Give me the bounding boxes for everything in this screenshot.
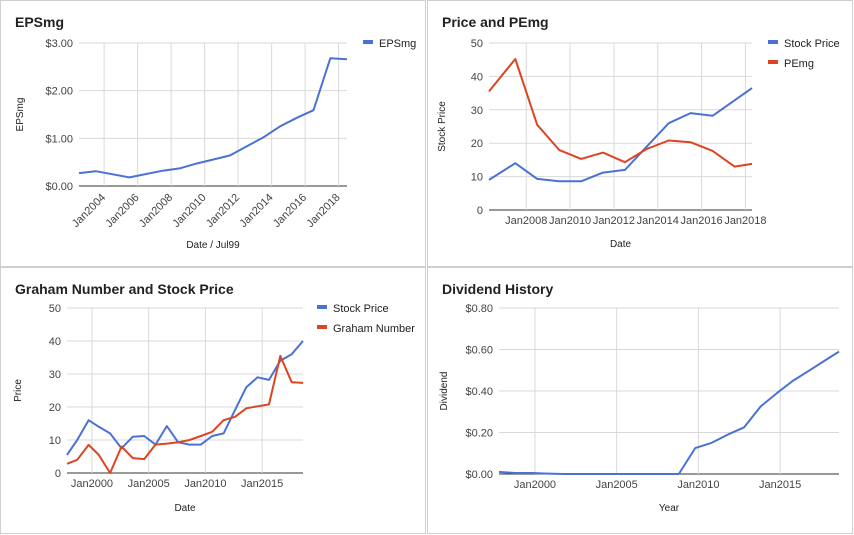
y-tick-label: 30 [49, 369, 61, 381]
y-tick-label: 10 [471, 172, 483, 184]
x-tick-label: Jan2014 [637, 215, 679, 227]
x-tick-label: Jan2000 [514, 479, 556, 491]
y-tick-label: $0.60 [465, 345, 493, 357]
x-tick-label: Jan2012 [593, 215, 635, 227]
x-tick-label: Jan2015 [241, 478, 283, 490]
x-tick-label: Jan2018 [724, 215, 766, 227]
legend-swatch [317, 305, 327, 309]
y-tick-label: $0.20 [465, 428, 493, 440]
legend-label: PEmg [784, 58, 814, 70]
y-tick-label: 20 [471, 138, 483, 150]
series-line [498, 350, 840, 475]
x-tick-label: Jan2016 [271, 192, 309, 230]
legend-swatch [768, 40, 778, 44]
x-tick-label: Jan2005 [128, 478, 170, 490]
chart-title: EPSmg [15, 14, 64, 30]
chart-title: Graham Number and Stock Price [15, 281, 234, 297]
x-tick-label: Jan2008 [137, 192, 175, 230]
y-axis-label: EPSmg [15, 98, 26, 132]
y-tick-label: $2.00 [45, 86, 73, 98]
y-tick-label: $0.00 [465, 469, 493, 481]
x-tick-label: Jan2005 [596, 479, 638, 491]
chart-title: Dividend History [442, 281, 553, 297]
x-tick-label: Jan2010 [677, 479, 719, 491]
series-line [66, 354, 304, 474]
y-axis-label: Price [13, 379, 24, 402]
y-tick-label: $0.00 [45, 181, 73, 193]
legend-swatch [768, 60, 778, 64]
series-line [488, 58, 753, 168]
x-tick-label: Jan2006 [103, 192, 141, 230]
x-tick-label: Jan2018 [304, 192, 342, 230]
chart-svg: EPSmg$0.00$1.00$2.00$3.00Jan2004Jan2006J… [15, 14, 416, 251]
x-tick-label: Jan2010 [184, 478, 226, 490]
y-tick-label: 10 [49, 435, 61, 447]
chart-title: Price and PEmg [442, 14, 549, 30]
series-line [488, 87, 753, 183]
legend-label: EPSmg [379, 38, 416, 50]
x-tick-label: Jan2010 [549, 215, 591, 227]
y-axis-label: Stock Price [437, 101, 448, 152]
legend-swatch [363, 40, 373, 44]
chart-panel-price-pemg: Price and PEmg 0 10 20 30 40 50 Jan2008 Jan2010 J… [427, 0, 853, 267]
x-tick-label: Jan2014 [237, 192, 275, 230]
x-tick-label: Jan2015 [759, 479, 801, 491]
x-tick-label: Jan2008 [505, 215, 547, 227]
y-tick-label: 40 [471, 71, 483, 83]
legend-label: Stock Price [784, 38, 840, 50]
y-tick-label: $0.40 [465, 386, 493, 398]
y-tick-label: 50 [49, 303, 61, 315]
chart-panel-graham-number: Graham Number and Stock Price 0 10 20 30 40 50… [0, 267, 426, 534]
x-tick-label: Jan2000 [71, 478, 113, 490]
y-tick-label: 20 [49, 402, 61, 414]
x-axis-label: Date / Jul99 [186, 240, 240, 251]
y-axis-label: Dividend [439, 372, 450, 411]
y-tick-label: $3.00 [45, 38, 73, 50]
y-tick-label: 30 [471, 105, 483, 117]
chart-panel-epsmg: EPSmg $0.00 $1.00 $2.00 $3.00 Jan2004 Jan2006 J… [0, 0, 426, 267]
y-tick-label: 0 [477, 205, 483, 217]
legend-swatch [317, 325, 327, 329]
legend-label: Stock Price [333, 303, 389, 315]
x-axis-label: Date [174, 503, 196, 514]
x-tick-label: Jan2010 [170, 192, 208, 230]
y-tick-label: 40 [49, 336, 61, 348]
x-tick-label: Jan2012 [204, 192, 242, 230]
chart-svg: Dividend History $0.00 $0.20 $0.40 $0.60 $0.8… [439, 281, 840, 514]
x-tick-label: Jan2016 [680, 215, 722, 227]
series-line [78, 57, 348, 179]
series-line [66, 340, 304, 456]
chart-panel-dividend-history: Dividend History $0.00 $0.20 $0.40 $0.60 $0.8… [427, 267, 853, 534]
x-tick-label: Jan2004 [70, 192, 108, 230]
y-tick-label: $1.00 [45, 133, 73, 145]
y-tick-label: 50 [471, 38, 483, 50]
legend-label: Graham Number [333, 323, 415, 335]
y-tick-label: 0 [55, 468, 61, 480]
x-axis-label: Date [610, 239, 632, 250]
y-tick-label: $0.80 [465, 303, 493, 315]
chart-svg: Graham Number and Stock Price 0 10 20 30 40 50… [13, 281, 415, 514]
x-axis-label: Year [659, 503, 680, 514]
